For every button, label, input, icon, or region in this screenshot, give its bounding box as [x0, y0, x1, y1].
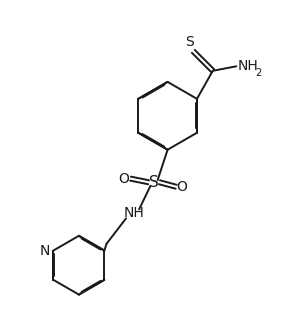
Text: O: O: [118, 172, 129, 185]
Text: S: S: [185, 35, 194, 49]
Text: 2: 2: [255, 68, 261, 78]
Text: NH: NH: [238, 59, 258, 73]
Text: NH: NH: [123, 206, 144, 220]
Text: S: S: [149, 175, 159, 190]
Text: N: N: [39, 243, 50, 258]
Text: O: O: [176, 180, 187, 194]
